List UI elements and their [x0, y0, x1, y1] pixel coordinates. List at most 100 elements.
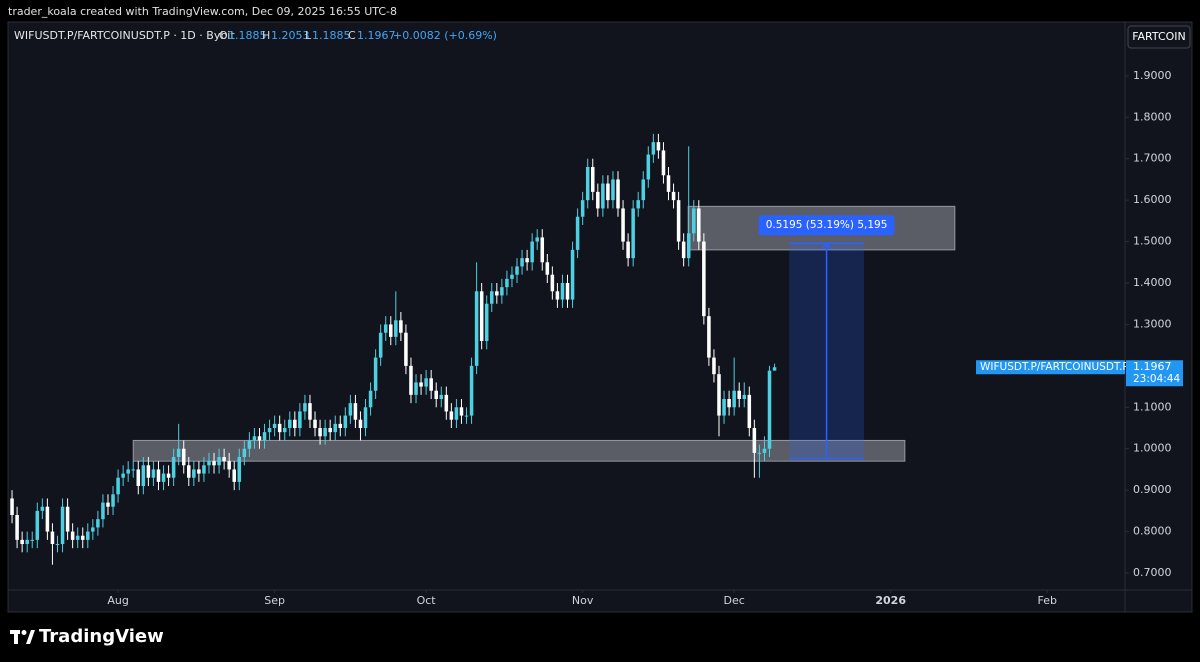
- candle-body: [80, 535, 85, 540]
- candle-body: [469, 365, 474, 416]
- candle-body: [111, 494, 115, 507]
- y-tick-label: 0.9000: [1133, 483, 1172, 496]
- candle-body: [227, 461, 231, 470]
- candle-body: [434, 390, 438, 400]
- candle-body: [10, 498, 14, 516]
- candle-body: [212, 461, 216, 466]
- candle-body: [197, 469, 201, 474]
- candle-body: [328, 428, 332, 433]
- candle-body: [495, 291, 499, 296]
- legend-l-value: 1.1885: [312, 29, 351, 42]
- candle-body: [717, 374, 721, 416]
- candle-body: [202, 465, 206, 474]
- candle-body: [288, 419, 292, 429]
- candle-body: [187, 465, 191, 478]
- candle-body: [747, 394, 752, 429]
- x-tick-label: 2026: [875, 594, 906, 607]
- candle-body: [40, 506, 45, 511]
- candle-body: [207, 461, 211, 466]
- y-tick-label: 1.7000: [1133, 152, 1172, 165]
- candle-body: [70, 531, 75, 540]
- x-tick-label: Oct: [417, 594, 437, 607]
- y-tick-label: 0.7000: [1133, 566, 1172, 579]
- candle-body: [136, 469, 141, 487]
- caption: trader_koala created with TradingView.co…: [8, 5, 397, 18]
- candle-body: [530, 241, 534, 263]
- chart-panel: [7, 21, 1193, 613]
- candle-body: [267, 428, 272, 433]
- candle-body: [459, 407, 464, 416]
- candle-body: [363, 407, 368, 429]
- candle-body: [439, 394, 444, 400]
- candle-body: [601, 183, 605, 209]
- candle-body: [171, 457, 176, 478]
- candle-body: [318, 428, 322, 437]
- candle-body: [489, 291, 494, 304]
- y-tick-label: 1.8000: [1133, 110, 1172, 123]
- candle-body: [308, 403, 312, 420]
- y-tick-label: 1.5000: [1133, 235, 1172, 248]
- candle-body: [373, 357, 378, 391]
- candle-body: [742, 394, 747, 400]
- candle-body: [181, 448, 186, 466]
- legend-o-label: O: [219, 29, 228, 42]
- candle-body: [161, 473, 166, 482]
- candle-body: [277, 423, 282, 433]
- candle-body: [732, 390, 736, 408]
- candle-body: [217, 457, 221, 466]
- candle-body: [252, 436, 257, 441]
- candle-body: [580, 200, 585, 217]
- y-tick-label: 1.0000: [1133, 442, 1172, 455]
- candle-body: [631, 208, 635, 259]
- candle-body: [681, 241, 686, 259]
- legend-o-value: 1.1885: [228, 29, 267, 42]
- candle-body: [565, 283, 570, 300]
- candle-body: [60, 506, 65, 545]
- candle-body: [106, 502, 110, 507]
- candle-body: [333, 423, 337, 433]
- candle-body: [389, 324, 393, 337]
- candle-body: [55, 544, 60, 546]
- candle-body: [651, 142, 656, 155]
- candle-body: [192, 469, 196, 478]
- candle-body: [116, 477, 120, 495]
- candle-body: [404, 332, 408, 366]
- candle-body: [75, 535, 80, 540]
- candle-body: [545, 262, 550, 275]
- candle-body: [121, 473, 125, 478]
- x-tick-label: Feb: [1037, 594, 1056, 607]
- candle-body: [378, 332, 383, 358]
- candle-body: [596, 191, 600, 209]
- candle-body: [156, 469, 161, 482]
- candle-body: [30, 539, 35, 541]
- candle-body: [505, 278, 509, 288]
- measure-label: 0.5195 (53.19%) 5,195: [766, 219, 888, 231]
- candle-body: [575, 216, 580, 250]
- candle-body: [590, 167, 595, 192]
- candle-body: [611, 179, 615, 201]
- currency-button-label[interactable]: FARTCOIN: [1132, 30, 1186, 43]
- candle-body: [237, 457, 242, 482]
- candle-body: [358, 419, 363, 429]
- candle-body: [368, 390, 373, 408]
- candle-body: [323, 428, 327, 437]
- candle-body: [656, 142, 661, 151]
- legend-c-value: 1.1967: [357, 29, 396, 42]
- candle-body: [515, 266, 519, 275]
- candle-body: [96, 519, 100, 528]
- candle-body: [15, 515, 19, 540]
- legend-c-label: C: [348, 29, 356, 42]
- candle-body: [691, 208, 696, 234]
- candle-body: [636, 200, 640, 209]
- brand-name: TradingView: [39, 626, 164, 647]
- candle-body: [525, 258, 529, 263]
- candle-body: [616, 179, 620, 209]
- currency-button[interactable]: [1127, 25, 1191, 49]
- candle-body: [414, 382, 418, 395]
- candle-body: [606, 183, 610, 201]
- candle-body: [727, 399, 731, 408]
- candle-body: [409, 365, 413, 395]
- candle-body: [712, 357, 716, 375]
- candle-body: [449, 411, 454, 420]
- candle-body: [313, 419, 317, 429]
